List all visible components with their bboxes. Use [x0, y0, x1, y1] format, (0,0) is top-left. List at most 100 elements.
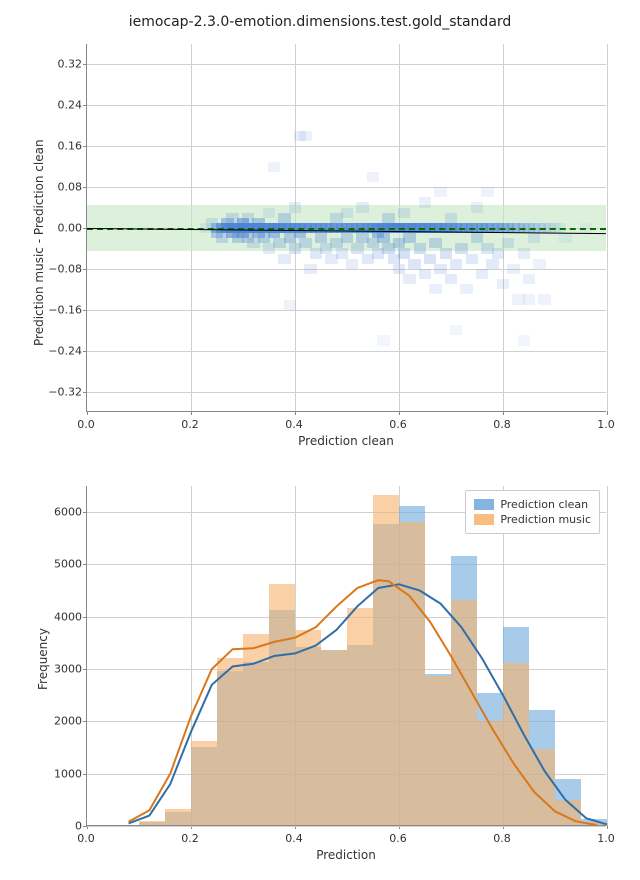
x-tick-label: 0.4	[285, 832, 303, 845]
gridline-horizontal	[87, 351, 606, 352]
legend-label: Prediction music	[500, 513, 591, 526]
density-cell	[492, 248, 504, 258]
x-tick-label: 0.2	[181, 418, 199, 431]
tick-mark	[607, 825, 608, 829]
gridline-horizontal	[87, 105, 606, 106]
histogram-panel: Prediction clean Prediction music	[86, 486, 606, 826]
density-cell	[471, 233, 483, 243]
x-tick-label: 1.0	[597, 832, 615, 845]
scatter-xlabel: Prediction clean	[86, 434, 606, 448]
density-cell	[419, 197, 431, 207]
legend-item: Prediction clean	[474, 498, 591, 511]
density-cell	[278, 213, 290, 223]
scatter-ylabel: Prediction music - Prediction clean	[32, 139, 46, 346]
density-cell	[398, 248, 410, 258]
figure-title: iemocap-2.3.0-emotion.dimensions.test.go…	[0, 14, 640, 30]
density-cell	[518, 335, 530, 345]
tick-mark	[83, 187, 87, 188]
y-tick-label: 4000	[54, 610, 82, 623]
histogram-xlabel: Prediction	[86, 848, 606, 862]
density-cell	[481, 187, 493, 197]
tick-mark	[83, 351, 87, 352]
density-cell	[466, 254, 478, 264]
density-cell	[377, 335, 389, 345]
y-tick-label: −0.08	[48, 262, 82, 275]
density-cell	[346, 259, 358, 269]
density-cell	[434, 187, 446, 197]
density-cell	[440, 248, 452, 258]
y-tick-label: 0.00	[54, 222, 82, 235]
histogram-ylabel: Frequency	[36, 628, 50, 690]
density-cell	[486, 259, 498, 269]
y-tick-label: −0.24	[48, 344, 82, 357]
density-cell	[507, 264, 519, 274]
density-cell	[497, 279, 509, 289]
y-tick-label: 6000	[54, 506, 82, 519]
y-tick-label: 0.24	[54, 99, 82, 112]
x-tick-label: 0.6	[389, 832, 407, 845]
density-cell	[341, 208, 353, 218]
x-tick-label: 1.0	[597, 418, 615, 431]
scatter-plot-area	[87, 44, 606, 411]
y-tick-label: 0.08	[54, 181, 82, 194]
density-cell	[356, 202, 368, 212]
legend-item: Prediction music	[474, 513, 591, 526]
tick-mark	[295, 411, 296, 415]
gridline-horizontal	[87, 187, 606, 188]
density-cell	[518, 248, 530, 258]
density-cell	[315, 233, 327, 243]
density-cell	[450, 259, 462, 269]
density-cell	[538, 294, 550, 304]
density-cell	[476, 269, 488, 279]
density-cell	[377, 233, 389, 243]
density-cell	[455, 243, 467, 253]
density-cell	[263, 208, 275, 218]
density-cell	[398, 208, 410, 218]
density-cell	[434, 264, 446, 274]
density-cell	[278, 254, 290, 264]
density-cell	[445, 274, 457, 284]
gridline-horizontal	[87, 146, 606, 147]
y-tick-label: 5000	[54, 558, 82, 571]
y-tick-label: −0.32	[48, 385, 82, 398]
y-tick-label: 3000	[54, 663, 82, 676]
kde-curve	[129, 580, 597, 825]
density-cell	[471, 202, 483, 212]
density-cell	[367, 172, 379, 182]
y-tick-label: 0.16	[54, 140, 82, 153]
y-tick-label: 0.32	[54, 58, 82, 71]
legend: Prediction clean Prediction music	[465, 490, 600, 534]
y-tick-label: 1000	[54, 767, 82, 780]
density-cell	[299, 238, 311, 248]
density-cell	[424, 254, 436, 264]
scatter-panel	[86, 44, 606, 412]
tick-mark	[83, 310, 87, 311]
gridline-horizontal	[87, 826, 606, 827]
tick-mark	[399, 411, 400, 415]
x-tick-label: 0.2	[181, 832, 199, 845]
density-cell	[284, 300, 296, 310]
density-cell	[523, 274, 535, 284]
x-tick-label: 0.0	[77, 832, 95, 845]
tick-mark	[83, 826, 87, 827]
tick-mark	[503, 411, 504, 415]
density-cell	[403, 233, 415, 243]
density-cell	[289, 202, 301, 212]
density-cell	[533, 259, 545, 269]
density-cell	[414, 243, 426, 253]
histogram-plot-area	[87, 486, 606, 825]
density-cell	[429, 238, 441, 248]
density-cell	[445, 213, 457, 223]
x-tick-label: 0.6	[389, 418, 407, 431]
density-cell	[268, 162, 280, 172]
density-cell	[299, 131, 311, 141]
density-cell	[403, 274, 415, 284]
tick-mark	[83, 64, 87, 65]
density-cell	[382, 213, 394, 223]
density-cell	[351, 243, 363, 253]
gridline-vertical	[607, 44, 608, 411]
x-tick-label: 0.8	[493, 832, 511, 845]
tick-mark	[83, 392, 87, 393]
tick-mark	[83, 269, 87, 270]
density-cell	[502, 238, 514, 248]
